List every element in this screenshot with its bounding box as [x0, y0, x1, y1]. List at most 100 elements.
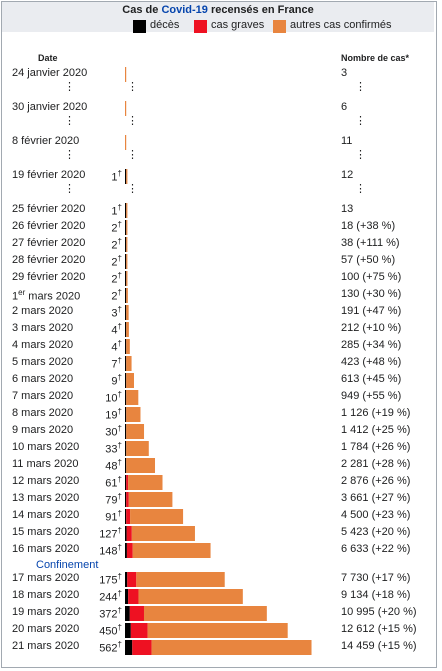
row-cases-label: 2 876 (+26 %) — [341, 475, 411, 487]
title-prefix: Cas de — [122, 4, 162, 16]
row-date-label: 1er mars 2020 — [12, 288, 81, 303]
row-date-label: 13 mars 2020 — [12, 492, 80, 504]
bar-segment-other — [126, 322, 129, 337]
row-date-label: 26 février 2020 — [12, 220, 86, 232]
row-deaths-label: 2† — [111, 254, 122, 269]
row-date-label: 2 mars 2020 — [12, 305, 74, 317]
row-date-label: 28 février 2020 — [12, 254, 86, 266]
row-deaths-label: 2† — [111, 271, 122, 286]
row-date-label: 19 mars 2020 — [12, 606, 80, 618]
ellipsis-marker: ⋮ — [127, 149, 138, 161]
row-cases-label: 57 (+50 %) — [341, 254, 396, 266]
bar-segment-severe — [130, 623, 148, 638]
bar-segment-deaths — [125, 254, 127, 269]
row-cases-label: 14 459 (+15 %) — [341, 640, 417, 652]
row-deaths-label: 7† — [111, 356, 122, 371]
bar-segment-deaths — [125, 373, 127, 388]
row-date-label: 24 janvier 2020 — [12, 67, 88, 79]
row-date-label: 7 mars 2020 — [12, 390, 74, 402]
row-date-label: 21 mars 2020 — [12, 640, 80, 652]
row-deaths-label: 1† — [111, 169, 122, 184]
bar-segment-other — [126, 169, 128, 184]
row-cases-label: 3 661 (+27 %) — [341, 492, 411, 504]
row-date-label: 16 mars 2020 — [12, 543, 80, 555]
row-deaths-label: 2† — [111, 237, 122, 252]
bar-segment-severe — [129, 606, 144, 621]
legend-label-deaths: décès — [150, 19, 180, 31]
bar-segment-other — [126, 305, 129, 320]
row-cases-label: 10 995 (+20 %) — [341, 606, 417, 618]
row-date-label: 8 mars 2020 — [12, 407, 74, 419]
bar-segment-other — [126, 288, 128, 303]
row-deaths-label: 450† — [99, 623, 122, 638]
chart-title: Cas de Covid-19 recensés en France — [2, 4, 434, 16]
row-deaths-label: 48† — [105, 458, 122, 473]
row-cases-label: 11 — [341, 135, 353, 147]
ellipsis-marker: ⋮ — [64, 183, 75, 195]
row-cases-label: 130 (+30 %) — [341, 288, 402, 300]
bar-segment-deaths — [125, 572, 128, 587]
row-deaths-label: 2† — [111, 220, 122, 235]
bar-segment-other — [126, 373, 134, 388]
row-deaths-label: 1† — [111, 203, 122, 218]
ellipsis-marker: ⋮ — [127, 183, 138, 195]
row-date-label: 8 février 2020 — [12, 135, 80, 147]
bar-segment-other — [126, 441, 149, 456]
bar-segment-deaths — [125, 509, 127, 524]
title-bar: Cas de Covid-19 recensés en France décès… — [2, 2, 434, 33]
confinement-link[interactable]: Confinement — [36, 559, 99, 571]
row-deaths-label: 10† — [105, 390, 122, 405]
row-date-label: 18 mars 2020 — [12, 589, 80, 601]
bar-segment-deaths — [125, 305, 127, 320]
row-date-label: 15 mars 2020 — [12, 526, 80, 538]
row-cases-label: 1 412 (+25 %) — [341, 424, 411, 436]
bar-segment-deaths — [125, 543, 127, 558]
row-deaths-label: 148† — [99, 543, 122, 558]
row-date-label: 19 février 2020 — [12, 169, 86, 181]
bar-segment-other — [132, 543, 211, 558]
bar-segment-deaths — [125, 339, 127, 354]
row-date-label: 9 mars 2020 — [12, 424, 74, 436]
bar-segment-deaths — [125, 526, 127, 541]
row-cases-label: 191 (+47 %) — [341, 305, 402, 317]
row-date-label: 30 janvier 2020 — [12, 101, 88, 113]
row-deaths-label: 175† — [99, 572, 122, 587]
row-date-label: 17 mars 2020 — [12, 572, 80, 584]
ellipsis-marker: ⋮ — [355, 183, 366, 195]
bar-segment-deaths — [125, 271, 127, 286]
row-cases-label: 212 (+10 %) — [341, 322, 402, 334]
bar-segment-other — [126, 203, 128, 218]
row-cases-label: 38 (+111 %) — [341, 237, 400, 249]
row-cases-label: 7 730 (+17 %) — [341, 572, 411, 584]
row-date-label: 6 mars 2020 — [12, 373, 74, 385]
bar-segment-deaths — [125, 237, 127, 252]
bar-segment-other — [126, 254, 128, 269]
row-deaths-label: 4† — [111, 339, 122, 354]
row-cases-label: 5 423 (+20 %) — [341, 526, 411, 538]
bar-segment-deaths — [125, 623, 131, 638]
ellipsis-marker: ⋮ — [355, 115, 366, 127]
covid-19-link[interactable]: Covid-19 — [161, 4, 208, 16]
bar-segment-deaths — [125, 322, 127, 337]
row-deaths-label: 9† — [111, 373, 122, 388]
bar-segment-deaths — [125, 203, 127, 218]
row-cases-label: 1 126 (+19 %) — [341, 407, 411, 419]
bar-segment-other — [126, 407, 141, 422]
row-deaths-label: 2† — [111, 288, 122, 303]
bar-segment-other — [143, 606, 267, 621]
bar-segment-other — [126, 271, 128, 286]
row-date-label: 25 février 2020 — [12, 203, 86, 215]
bar-segment-deaths — [125, 606, 130, 621]
bar-segment-other — [130, 509, 184, 524]
bar-segment-severe — [126, 543, 133, 558]
row-cases-label: 2 281 (+28 %) — [341, 458, 411, 470]
bar-segment-other — [147, 623, 288, 638]
ellipsis-marker: ⋮ — [64, 115, 75, 127]
bar-segment-other — [128, 492, 173, 507]
row-date-label: 10 mars 2020 — [12, 441, 80, 453]
bar-segment-deaths — [125, 441, 127, 456]
ellipsis-marker: ⋮ — [355, 149, 366, 161]
row-cases-label: 949 (+55 %) — [341, 390, 402, 402]
row-cases-label: 9 134 (+18 %) — [341, 589, 411, 601]
